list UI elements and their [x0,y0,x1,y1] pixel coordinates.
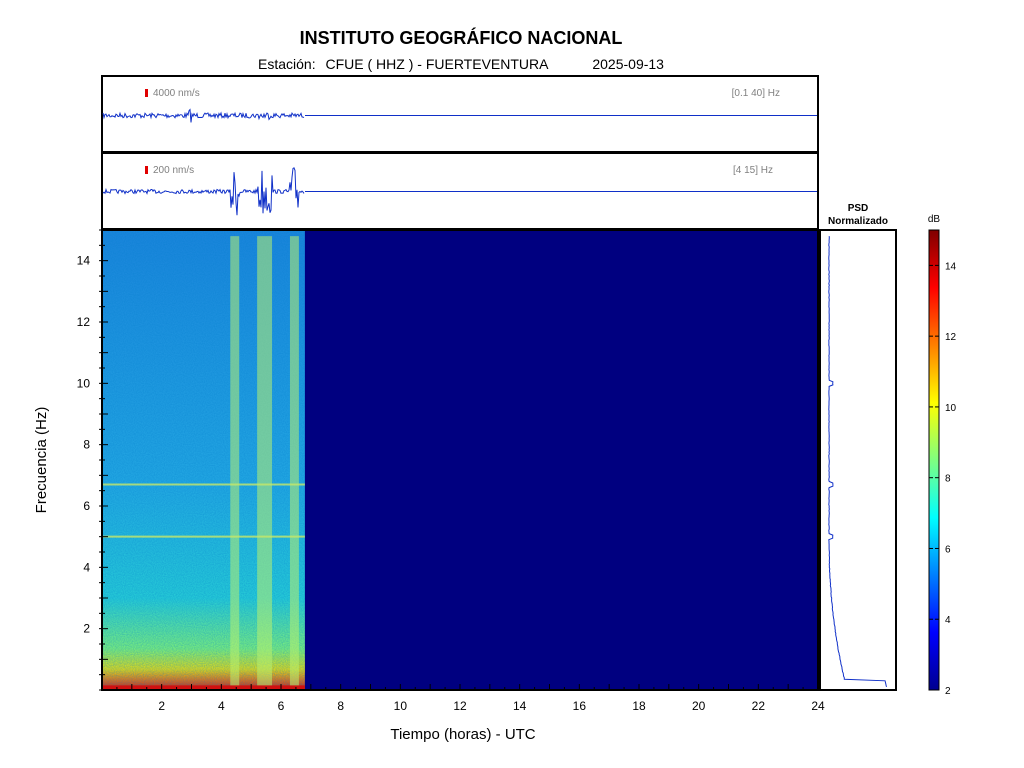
psd-curve [828,236,887,688]
colorbar-unit: dB [928,214,941,225]
y-tick-label: 12 [77,315,91,329]
colorbar-tick-label: 10 [945,403,957,414]
trace-panel-1-frame [101,75,819,153]
trace-panel-filtered: 200 nm/s [4 15] Hz [101,152,819,230]
trace-2-scale-label: 200 nm/s [153,165,194,176]
y-tick-label: 6 [83,499,90,513]
date-label: 2025-09-13 [592,56,664,72]
y-tick-label: 4 [83,560,90,574]
event-band [257,236,273,690]
spectrogram-features [102,236,305,690]
trace-1-waveform [102,108,305,123]
psd-title: PSD [848,203,869,214]
colorbar-tick-label: 6 [945,544,951,555]
x-tick-label: 4 [218,699,225,713]
spectrogram-noise-texture [102,230,305,690]
y-axis-label: Frecuencia (Hz) [33,407,50,514]
trace-panel-broadband: 4000 nm/s [0.1 40] Hz [101,75,819,153]
y-axis: 2 4 6 8 10 12 14 [77,229,108,691]
trace-2-band-label: [4 15] Hz [733,165,773,176]
trace-2-scale-bar [145,166,148,174]
x-tick-label: 12 [453,699,467,713]
x-tick-label: 24 [811,699,825,713]
colorbar-tick-label: 2 [945,686,951,697]
event-band [230,236,240,690]
colorbar-tick-label: 14 [945,261,957,272]
x-tick-label: 8 [337,699,344,713]
colorbar-tick-label: 8 [945,474,951,485]
psd-subtitle: Normalizado [828,216,888,227]
station-label: Estación: [258,56,316,72]
x-tick-label: 16 [573,699,587,713]
x-tick-label: 10 [394,699,408,713]
figure-subtitle: Estación: CFUE ( HHZ ) - FUERTEVENTURA 2… [0,56,922,72]
y-tick-label: 8 [83,438,90,452]
colorbar-ticks: 2 4 6 8 10 12 14 [929,261,957,697]
colorbar: dB 2 4 6 8 10 12 14 [928,214,957,697]
x-tick-label: 14 [513,699,527,713]
x-tick-label: 2 [158,699,165,713]
trace-1-band-label: [0.1 40] Hz [732,88,780,99]
x-tick-label: 18 [632,699,646,713]
x-axis: 2 4 6 8 10 12 14 16 18 20 22 24 [101,684,825,713]
psd-frame [819,229,897,691]
figure-title: INSTITUTO GEOGRÁFICO NACIONAL [299,28,623,48]
y-tick-label: 2 [83,622,90,636]
x-tick-label: 20 [692,699,706,713]
trace-2-waveform [102,167,305,216]
y-tick-label: 10 [77,376,91,390]
colorbar-gradient [928,229,940,691]
psd-panel: PSD Normalizado [819,203,897,691]
y-tick-label: 14 [77,254,91,268]
x-tick-label: 22 [752,699,766,713]
trace-1-scale-label: 4000 nm/s [153,88,200,99]
colorbar-tick-label: 12 [945,332,957,343]
x-axis-label: Tiempo (horas) - UTC [390,726,535,743]
station-name: CFUE ( HHZ ) - FUERTEVENTURA [325,56,549,72]
event-band [289,236,299,690]
x-tick-label: 6 [278,699,285,713]
trace-1-scale-bar [145,89,148,97]
low-frequency-band [102,685,305,690]
colorbar-tick-label: 4 [945,615,951,626]
